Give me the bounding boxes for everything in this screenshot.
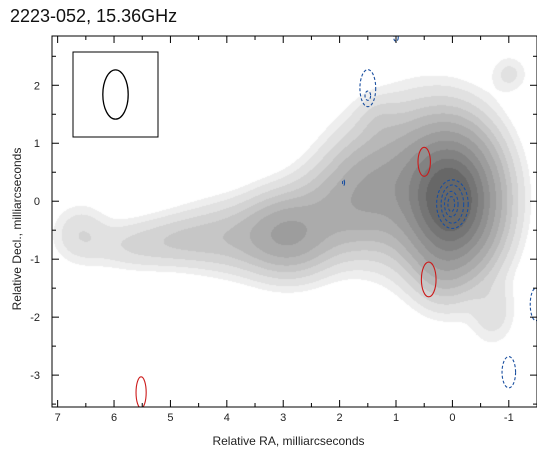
- x-tick-label: 0: [449, 412, 455, 424]
- y-tick-label: -1: [30, 254, 40, 266]
- beam-ellipse: [102, 69, 129, 120]
- y-tick-label: 2: [34, 80, 40, 92]
- x-axis-label: Relative RA, milliarcseconds: [212, 434, 365, 448]
- positive-contour: [436, 179, 469, 230]
- negative-contour: [417, 146, 431, 177]
- positive-contour: [447, 196, 456, 213]
- axes: 7 6 5 4 3 2 1 0 -1 2 1 0 -1 -2 -3: [30, 36, 537, 424]
- positive-contour: [529, 287, 537, 322]
- y-tick-label: 1: [34, 138, 40, 150]
- negative-contour: [420, 261, 437, 298]
- y-tick-label: 0: [34, 196, 40, 208]
- positive-contour: [359, 69, 377, 108]
- x-tick-label: 5: [167, 412, 173, 424]
- positive-contour: [443, 190, 459, 218]
- positive-contour: [342, 179, 346, 187]
- x-tick-label: 3: [280, 412, 286, 424]
- x-tick-label: 1: [393, 412, 399, 424]
- positive-contour: [501, 356, 517, 389]
- y-tick-label: -2: [30, 312, 40, 324]
- positive-contour-group: [342, 36, 537, 389]
- chart-title: 2223-052, 15.36GHz: [10, 6, 178, 26]
- x-tick-label: 2: [337, 412, 343, 424]
- beam-box-frame: [72, 51, 159, 138]
- negative-contour: [135, 376, 147, 407]
- beam-inset: [72, 51, 159, 138]
- positive-contour: [364, 90, 372, 101]
- x-tick-label: 4: [224, 412, 230, 424]
- x-tick-label: -1: [504, 412, 514, 424]
- positive-contour: [440, 184, 465, 224]
- plot-frame: [51, 35, 537, 408]
- positive-contour: [393, 36, 399, 42]
- y-tick-label: -3: [30, 370, 40, 382]
- negative-contour-group: [135, 146, 437, 407]
- x-tick-label: 6: [111, 412, 117, 424]
- x-tick-label: 7: [55, 412, 61, 424]
